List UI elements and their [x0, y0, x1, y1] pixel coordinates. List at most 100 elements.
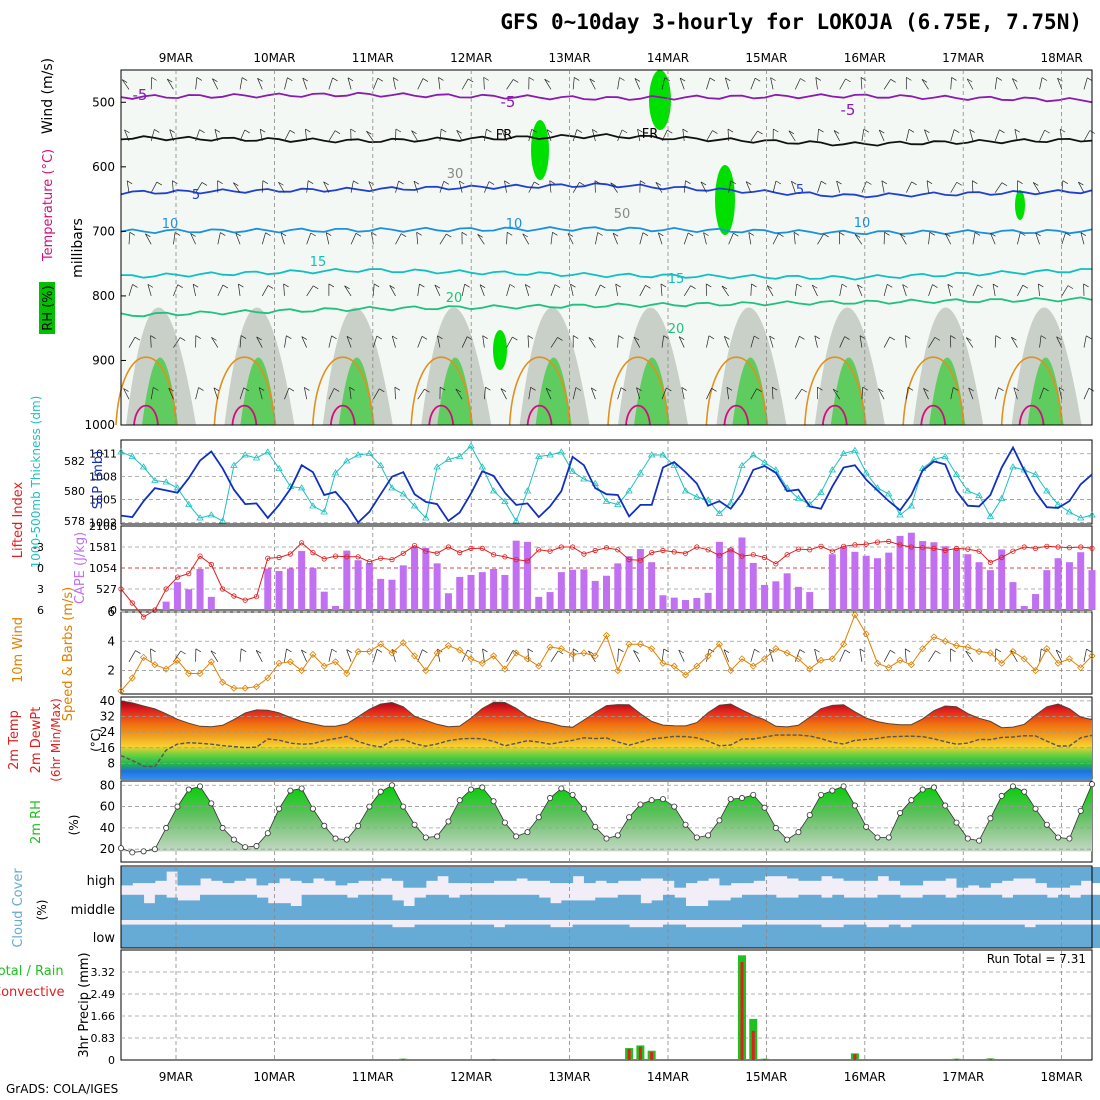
li-point: [400, 550, 406, 556]
cloud-cell-high: [854, 867, 867, 881]
wind-barb-flag: [681, 387, 687, 391]
cloud-cell-high: [290, 867, 303, 881]
cloud-cell-middle: [132, 894, 145, 920]
thickness-point: [456, 452, 464, 459]
temp-line: [120, 700, 1093, 729]
wind-barb-flag: [620, 387, 627, 392]
wind-barb-flag: [196, 77, 203, 81]
wind-barb: [839, 649, 846, 662]
dewpoint-line: [120, 734, 1093, 768]
li-point: [355, 554, 361, 560]
cloud-layer-label: low: [93, 931, 116, 946]
wind-barb: [683, 232, 689, 245]
wind-speed-point: [975, 647, 983, 656]
wind-barb-flag: [1087, 77, 1093, 82]
wind-barb: [633, 650, 641, 662]
cloud-cell-low: [730, 927, 743, 948]
cape-bar: [320, 591, 328, 610]
top-date-label: 11MAR: [352, 51, 394, 65]
wind-barb: [854, 234, 863, 245]
wind-barb-flag: [733, 232, 739, 237]
wind-barb-flag: [953, 387, 959, 391]
wind-barb-flag: [150, 648, 156, 653]
wind-tick-label: 2: [107, 664, 115, 678]
cloud-cell-low: [369, 924, 382, 948]
wind-barb: [1059, 129, 1063, 142]
cloud-cell-middle: [595, 897, 607, 920]
isotherm-label: -5: [133, 86, 148, 104]
wind-speed-point: [1088, 652, 1096, 660]
wind-barb: [817, 129, 819, 142]
isotherm-label: 10: [854, 216, 871, 231]
cloud-cell-middle: [188, 900, 201, 920]
cloud-cell-high: [787, 867, 799, 879]
li-point: [750, 552, 756, 558]
wind-barb-flag: [1055, 649, 1062, 654]
wind-barb: [661, 648, 665, 662]
rh-point: [456, 797, 463, 804]
cloud-cell-high: [606, 867, 619, 884]
wind-barb-flag: [313, 285, 319, 290]
wind-barb: [1011, 78, 1018, 90]
wind-barb-flag: [1043, 387, 1049, 392]
wind-barb-flag: [769, 335, 775, 340]
rh-point: [569, 791, 576, 798]
wind-barb: [506, 650, 514, 662]
wind-barb-flag: [241, 77, 248, 81]
thickness-point: [388, 484, 396, 491]
wind-barb: [610, 182, 618, 193]
wind-barb-flag: [621, 129, 628, 134]
wind-barb: [883, 284, 888, 296]
wind-barb-flag: [283, 283, 289, 288]
wind-speed-point: [614, 667, 622, 675]
rh-point: [942, 802, 949, 809]
cape-bar: [207, 596, 215, 610]
wind-barb-flag: [455, 388, 461, 393]
bottom-date-label: 12MAR: [450, 1070, 492, 1084]
wind-barb: [591, 129, 596, 142]
wind-barb-flag: [121, 79, 128, 83]
li-point: [299, 540, 305, 546]
wind-barb-flag: [525, 284, 531, 288]
cloud-cell-middle: [809, 894, 822, 920]
wind-barb-flag: [821, 180, 827, 185]
rh-point: [987, 815, 994, 822]
cloud-cell-middle: [1001, 897, 1014, 920]
isotherm-30: [804, 356, 866, 426]
wind-barb: [793, 232, 796, 245]
wind-speed-point: [410, 652, 419, 660]
wind-barb: [211, 337, 219, 348]
isotherm-35: [920, 404, 947, 426]
thickness-point: [478, 463, 487, 470]
rh-point: [445, 818, 452, 825]
wind-barb-flag: [859, 648, 866, 653]
isotherm-line: [120, 182, 1093, 199]
wind-barb-flag: [434, 284, 441, 289]
wind-speed-point: [230, 684, 238, 692]
wind-barb-flag: [769, 649, 775, 653]
cloud-cell-middle: [1035, 894, 1048, 920]
wind-barb-flag: [259, 128, 266, 133]
rh-point: [998, 792, 1005, 799]
wind-barb-flag: [168, 387, 174, 392]
wind-speed-point: [704, 652, 712, 660]
wind-speed-point: [377, 640, 385, 648]
cloud-cell-low: [640, 927, 653, 948]
wind-barb-flag: [878, 388, 884, 392]
wind-barb-flag: [801, 388, 807, 393]
wind-barb: [1056, 336, 1063, 348]
wind-barb-flag: [678, 336, 685, 340]
wind-barb: [150, 648, 152, 662]
li-point: [186, 570, 192, 577]
cape-bar: [862, 555, 870, 610]
wind-barb-flag: [778, 233, 784, 237]
wind-barb: [1080, 232, 1085, 245]
cloud-layer-label: middle: [71, 903, 115, 918]
rh-point: [614, 832, 621, 839]
thickness-point: [264, 448, 272, 455]
wind-barb-flag: [998, 387, 1004, 391]
wind-barb: [123, 388, 130, 400]
rh-point: [637, 801, 644, 808]
wind-barb: [617, 129, 623, 142]
cloud-cell-high: [425, 867, 438, 881]
